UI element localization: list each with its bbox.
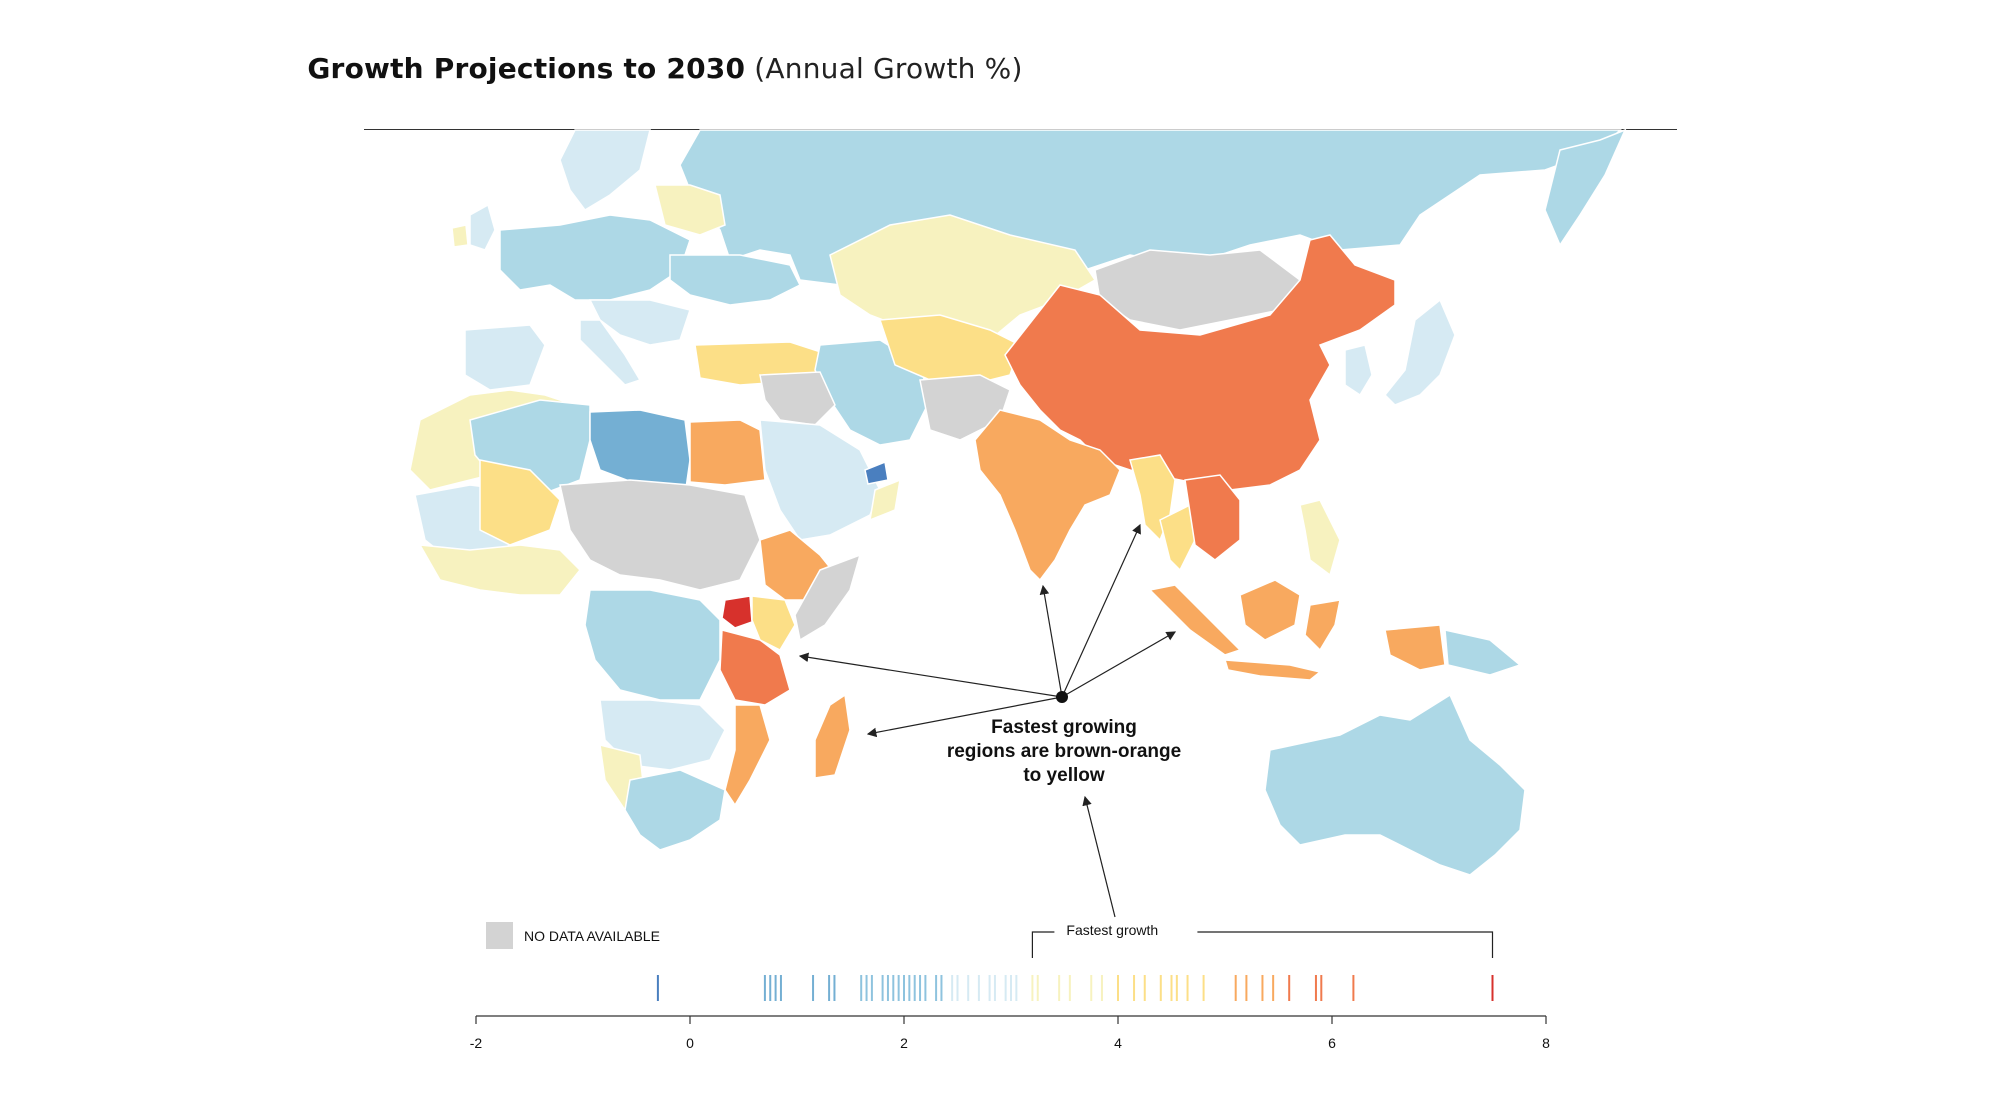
map-region-ireland <box>451 224 469 248</box>
arrow-to-southeast-asia <box>1061 523 1141 698</box>
fastest-growth-bracket <box>1031 931 1494 958</box>
map-region-mali-niger <box>479 459 561 546</box>
map-region-ukraine <box>669 254 802 306</box>
map-region-baltic <box>654 184 726 236</box>
map-region-west-africa-coast <box>418 544 582 596</box>
chart-title: Growth Projections to 2030 (Annual Growt… <box>0 52 1330 85</box>
map-region-india <box>974 409 1121 582</box>
annotation-line-2: regions are brown-orange <box>946 741 1182 762</box>
map-region-uganda <box>721 595 753 629</box>
map-region-horn <box>794 553 862 642</box>
annotation-origin-dot <box>1056 691 1068 703</box>
map-region-kamchatka <box>1544 128 1627 247</box>
strip-marks <box>656 975 1494 1001</box>
map-region-iraq-syria <box>759 371 836 426</box>
map-region-japan <box>1383 298 1456 406</box>
map-region-italy <box>579 319 642 386</box>
map-region-borneo <box>1239 579 1301 641</box>
fastest-growth-label: Fastest growth <box>1060 922 1165 938</box>
map-region-kenya <box>751 595 796 651</box>
annotation-line-3: to yellow <box>1023 765 1105 786</box>
strip-tick-label: -2 <box>469 1035 483 1051</box>
map-region-central-asia <box>878 314 1021 386</box>
map-region-iberia <box>464 324 546 391</box>
map-region-uae <box>864 460 889 485</box>
arrow-to-india <box>1039 584 1063 698</box>
map-region-png <box>1444 629 1522 676</box>
map-region-madagascar <box>814 693 851 779</box>
map-region-thailand <box>1159 503 1196 572</box>
strip-axis <box>475 1015 1547 1024</box>
annotation-arrows <box>798 523 1177 918</box>
no-data-swatch <box>486 922 513 949</box>
arrow-to-indonesia <box>1061 631 1177 698</box>
map-region-central-africa <box>584 589 721 701</box>
map-region-uk <box>469 203 496 251</box>
map-region-southern-africa <box>624 769 726 851</box>
arrow-to-madagascar <box>866 696 1063 738</box>
map-region-scandinavia <box>559 129 651 211</box>
map-region-western-europe <box>499 214 691 301</box>
map-region-balkans <box>588 299 691 346</box>
arrow-from-legend <box>1082 795 1116 918</box>
title-unit: (Annual Growth %) <box>754 52 1023 85</box>
map-region-kazakhstan <box>829 214 1097 346</box>
map-region-indonesia-java <box>1223 659 1322 681</box>
map-region-mozambique <box>724 704 771 807</box>
strip-tick-label: 0 <box>686 1035 694 1051</box>
map-region-indochina <box>1184 474 1241 561</box>
map-region-egypt <box>689 419 766 486</box>
map-region-sulawesi <box>1304 599 1341 652</box>
map-region-indonesia-sumatra <box>1148 584 1242 656</box>
map-region-chad-sudan <box>559 479 761 591</box>
strip-tick-label: 2 <box>900 1035 908 1051</box>
map-region-philippines <box>1299 499 1341 577</box>
annotation-text: Fastest growing regions are brown-orange… <box>934 716 1194 788</box>
map-region-tanzania <box>719 629 791 706</box>
arrow-to-east-africa <box>798 652 1063 698</box>
strip-tick-label: 8 <box>1542 1035 1550 1051</box>
map-region-korea <box>1344 344 1373 397</box>
strip-tick-label: 4 <box>1114 1035 1122 1051</box>
annotation-line-1: Fastest growing <box>991 717 1137 738</box>
title-main: Growth Projections to 2030 <box>307 52 746 85</box>
map-region-australia <box>1264 693 1526 876</box>
no-data-label: NO DATA AVAILABLE <box>524 928 660 944</box>
map-region-oman <box>869 478 901 522</box>
strip-tick-label: 6 <box>1328 1035 1336 1051</box>
map-region-papua <box>1384 624 1446 671</box>
map-region-arabia <box>759 419 881 541</box>
